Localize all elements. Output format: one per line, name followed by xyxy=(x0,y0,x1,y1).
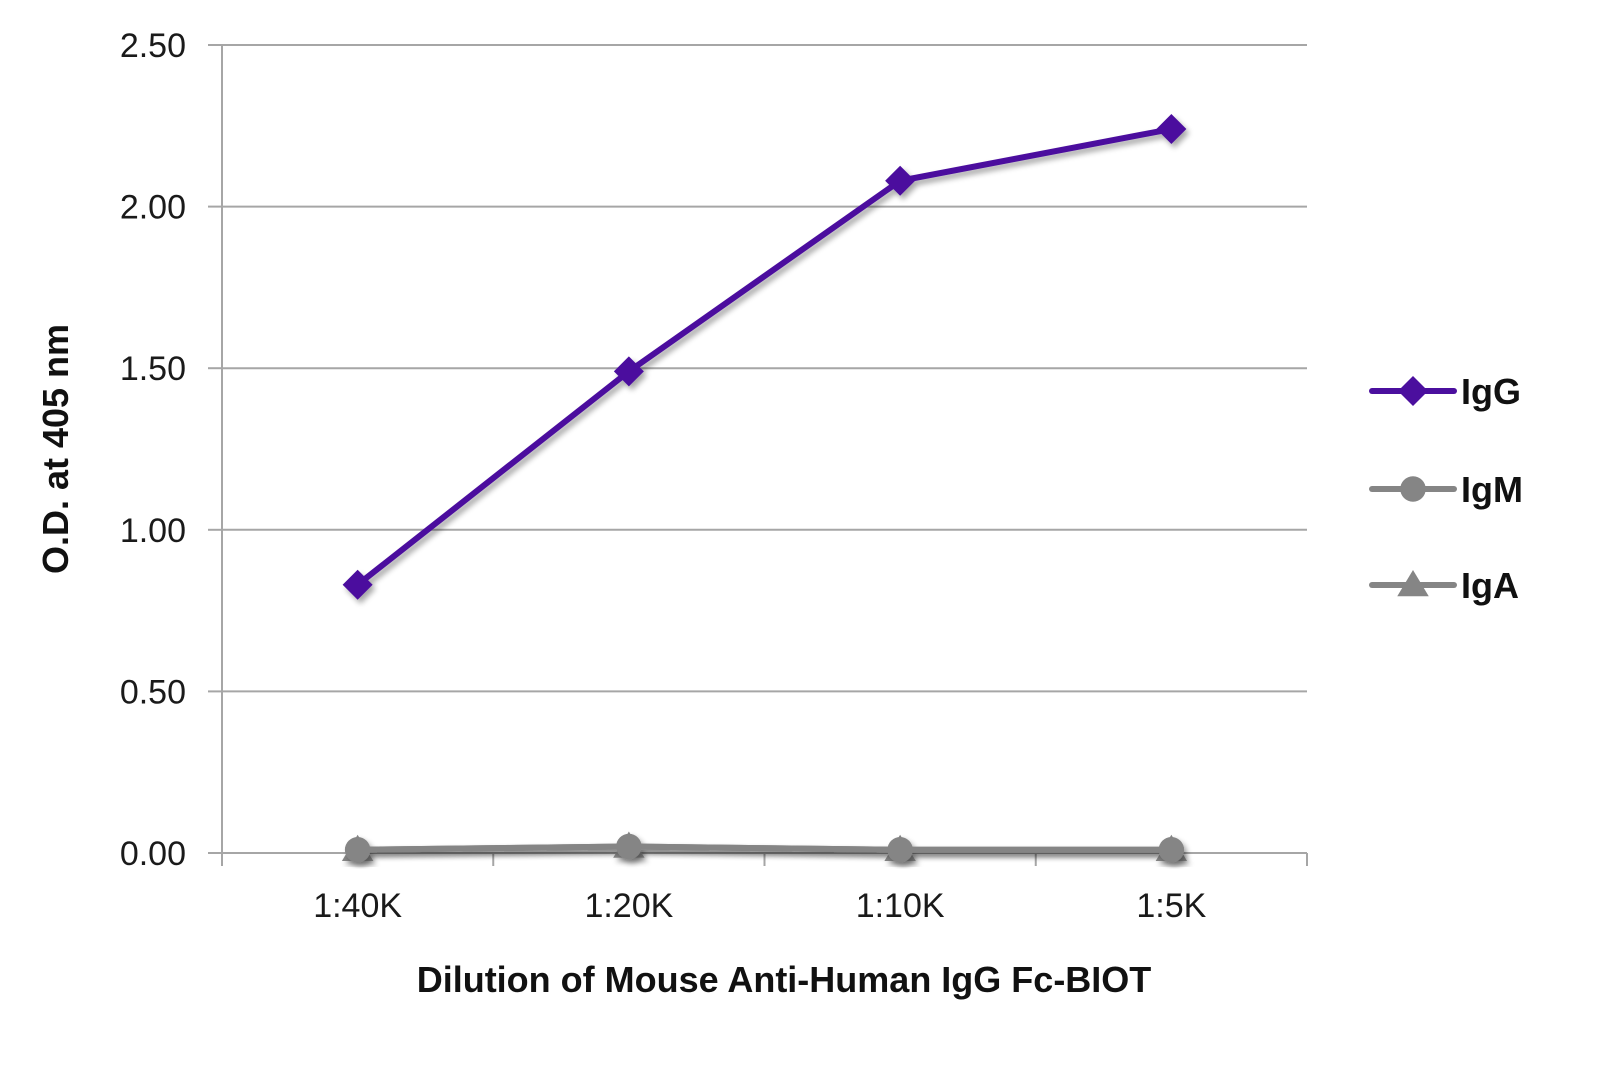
y-tick-label: 2.50 xyxy=(120,27,186,65)
x-tick-label: 1:5K xyxy=(1136,887,1206,925)
gridlines xyxy=(222,44,1307,854)
series-line xyxy=(354,843,1175,853)
x-tick-label: 1:10K xyxy=(856,887,945,925)
data-point xyxy=(1158,837,1185,863)
legend: IgG IgM IgA xyxy=(1369,371,1523,606)
legend-label: IgG xyxy=(1461,371,1521,412)
data-point xyxy=(1156,114,1187,145)
series-igg xyxy=(342,114,1187,600)
y-tick-label: 2.00 xyxy=(120,189,186,227)
legend-item-igg: IgG xyxy=(1369,371,1521,412)
data-point xyxy=(344,837,371,863)
data-point xyxy=(885,165,916,196)
data-point xyxy=(613,356,644,387)
y-tick-label: 0.50 xyxy=(120,673,186,711)
y-tick-label: 1.00 xyxy=(120,512,186,550)
x-axis-title: Dilution of Mouse Anti-Human IgG Fc-BIOT xyxy=(417,959,1152,1000)
legend-marker xyxy=(1398,376,1428,406)
plot-area xyxy=(341,114,1188,863)
legend-item-iga: IgA xyxy=(1369,565,1519,606)
data-point xyxy=(887,837,913,863)
data-point xyxy=(616,833,642,860)
legend-label: IgM xyxy=(1461,469,1523,510)
legend-marker xyxy=(1397,570,1429,597)
y-axis-title: O.D. at 405 nm xyxy=(35,324,76,574)
legend-item-igm: IgM xyxy=(1369,469,1523,510)
series-line xyxy=(354,126,1175,588)
axes: 0.00 0.50 1.00 1.50 2.00 2.50 1:40K 1:20K 1:10K 1… xyxy=(120,27,1308,925)
legend-label: IgA xyxy=(1461,565,1519,606)
x-tick-label: 1:20K xyxy=(584,887,673,925)
legend-marker xyxy=(1400,476,1426,502)
series-igm xyxy=(344,833,1185,863)
y-tick-label: 1.50 xyxy=(120,350,186,388)
x-tick-label: 1:40K xyxy=(313,887,402,925)
y-tick-label: 0.00 xyxy=(120,835,186,873)
data-point xyxy=(342,569,373,600)
